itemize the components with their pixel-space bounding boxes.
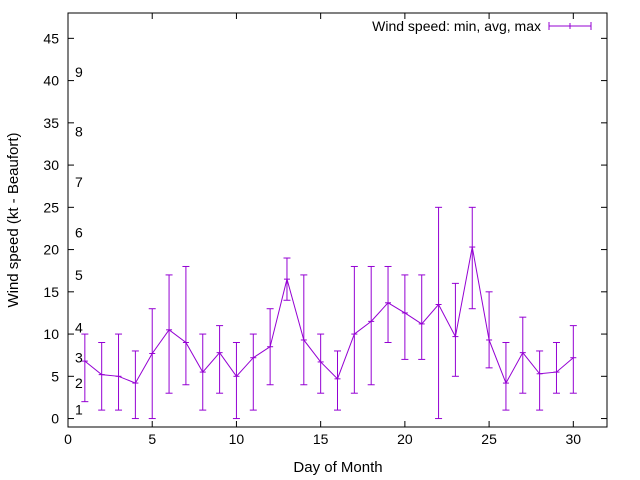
x-tick-label: 10 bbox=[229, 431, 245, 447]
beaufort-label: 7 bbox=[75, 174, 83, 190]
y-tick-label: 10 bbox=[43, 326, 59, 342]
y-tick-label: 0 bbox=[51, 411, 59, 427]
x-tick-label: 20 bbox=[397, 431, 413, 447]
beaufort-label: 3 bbox=[75, 350, 83, 366]
y-tick-label: 30 bbox=[43, 157, 59, 173]
beaufort-label: 8 bbox=[75, 123, 83, 139]
beaufort-label: 4 bbox=[75, 319, 83, 335]
series-line bbox=[84, 246, 574, 385]
x-tick-label: 30 bbox=[566, 431, 582, 447]
y-tick-label: 35 bbox=[43, 115, 59, 131]
y-tick-label: 45 bbox=[43, 30, 59, 46]
y-tick-label: 5 bbox=[51, 368, 59, 384]
y-tick-label: 40 bbox=[43, 73, 59, 89]
beaufort-label: 9 bbox=[75, 64, 83, 80]
legend: Wind speed: min, avg, max bbox=[372, 18, 592, 34]
series-layer bbox=[81, 206, 577, 420]
y-tick-label: 25 bbox=[43, 199, 59, 215]
beaufort-label: 6 bbox=[75, 225, 83, 241]
y-tick-label: 20 bbox=[43, 242, 59, 258]
beaufort-labels: 1 2 3 4 5 6 7 8 9 bbox=[75, 64, 83, 417]
beaufort-label: 5 bbox=[75, 267, 83, 283]
plot-frame bbox=[67, 12, 608, 428]
beaufort-label: 1 bbox=[75, 401, 83, 417]
legend-label: Wind speed: min, avg, max bbox=[372, 18, 541, 34]
y-tick-label: 15 bbox=[43, 284, 59, 300]
x-tick-label: 5 bbox=[148, 431, 156, 447]
x-axis-title: Day of Month bbox=[293, 459, 382, 476]
y-axis-title: Wind speed (kt - Beaufort) bbox=[5, 132, 22, 307]
x-tick-label: 25 bbox=[481, 431, 497, 447]
beaufort-label: 2 bbox=[75, 375, 83, 391]
x-tick-label: 0 bbox=[64, 431, 72, 447]
x-tick-label: 15 bbox=[313, 431, 329, 447]
